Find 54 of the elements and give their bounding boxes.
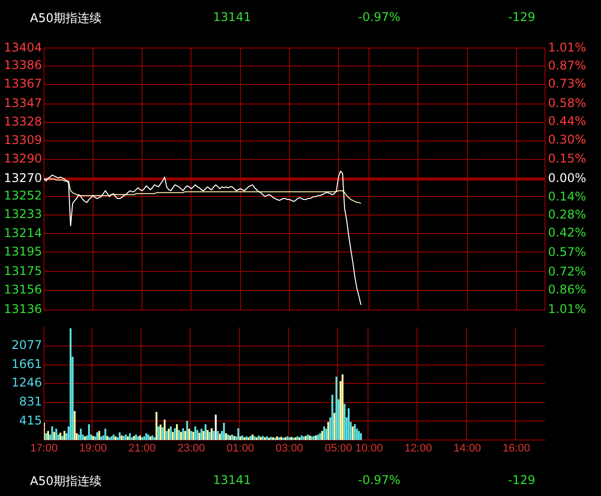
x-tick-label: 03:00 — [276, 442, 304, 455]
y2-tick-label: 0.15% — [548, 152, 586, 166]
y2-tick-label: 0.87% — [548, 58, 586, 72]
y-tick-label: 13175 — [4, 264, 42, 278]
y2-tick-label: 0.14% — [548, 189, 586, 204]
x-tick-label: 05:00 — [324, 442, 352, 455]
x-tick-label: 14:00 — [454, 442, 482, 455]
y2-tick-label: 1.01% — [548, 40, 586, 54]
x-tick-label: 01:00 — [226, 442, 254, 455]
y-tick-label: 13309 — [4, 133, 42, 148]
y-tick-label: 13214 — [4, 226, 42, 240]
text: -0.97% — [358, 10, 400, 24]
text: 13141 — [213, 473, 252, 487]
x-tick-label: 17:00 — [30, 442, 58, 455]
y-tick-label: 831 — [19, 394, 42, 409]
y-tick-label: 2077 — [11, 338, 42, 352]
y2-tick-label: 0.86% — [548, 282, 586, 296]
y-tick-label: 13233 — [4, 207, 42, 222]
y-tick-label: 13347 — [4, 96, 42, 110]
y2-tick-label: 0.72% — [548, 264, 586, 278]
x-tick-label: 23:00 — [177, 442, 205, 455]
y-tick-label: 13270 — [4, 171, 42, 186]
y-tick-label: 13404 — [4, 40, 42, 54]
y2-tick-label: 1.01% — [548, 302, 586, 316]
text: A50期指连续 — [30, 473, 102, 490]
y2-tick-label: 0.28% — [548, 207, 586, 222]
text: -0.97% — [358, 473, 400, 487]
y2-tick-label: 0.30% — [548, 132, 586, 146]
y2-tick-label: 0.58% — [548, 96, 586, 110]
y-tick-label: 1661 — [11, 356, 42, 371]
y-tick-label: 1246 — [11, 376, 42, 390]
y2-tick-label: 0.73% — [548, 76, 586, 91]
x-tick-label: 10:00 — [355, 442, 383, 455]
x-tick-label: 21:00 — [128, 442, 156, 455]
y2-tick-label: 0.57% — [548, 244, 586, 259]
x-tick-label: 16:00 — [502, 442, 530, 455]
y-tick-label: 13195 — [4, 244, 42, 258]
y2-tick-label: 0.00% — [548, 171, 586, 186]
y-tick-label: 13156 — [4, 282, 42, 296]
y-tick-label: 13136 — [4, 302, 42, 316]
x-tick-label: 12:00 — [404, 442, 432, 455]
text: -129 — [508, 10, 536, 24]
y2-tick-label: 0.44% — [548, 114, 586, 128]
text: A50期指连续 — [30, 10, 102, 27]
y-tick-label: 13328 — [4, 114, 42, 129]
y-tick-label: 13367 — [4, 76, 42, 90]
text: -129 — [508, 473, 536, 487]
y-tick-label: 13290 — [4, 152, 42, 166]
text: 13141 — [213, 10, 252, 24]
x-tick-label: 19:00 — [79, 442, 107, 455]
y-tick-label: 13386 — [4, 58, 42, 72]
y-tick-label: 415 — [19, 413, 42, 428]
y-tick-label: 13252 — [4, 188, 42, 203]
y2-tick-label: 0.42% — [548, 226, 586, 240]
